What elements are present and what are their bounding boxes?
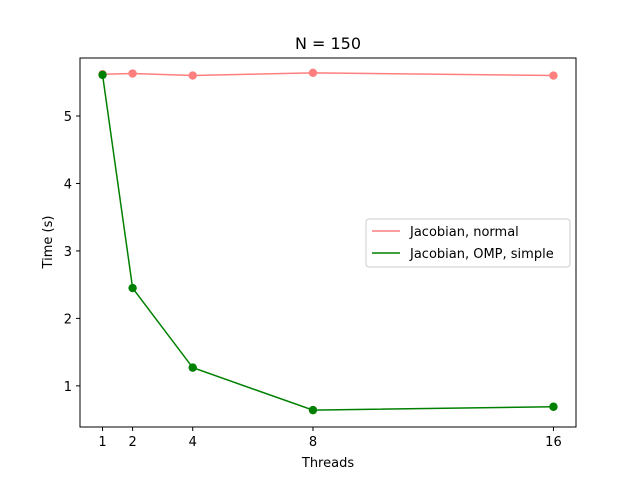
y-axis-ticks: 1 2 3 4 5 xyxy=(64,110,80,395)
legend-label: Jacobian, OMP, simple xyxy=(409,247,554,262)
y-tick-label: 5 xyxy=(64,110,72,125)
y-tick-label: 4 xyxy=(64,177,72,192)
x-tick-label: 16 xyxy=(545,435,562,450)
y-tick-label: 2 xyxy=(64,312,72,327)
data-point xyxy=(549,402,558,411)
x-tick-label: 8 xyxy=(309,435,317,450)
series-1 xyxy=(98,68,558,80)
data-point xyxy=(128,69,137,78)
x-axis-label: Threads xyxy=(301,456,354,471)
data-point xyxy=(188,363,197,372)
data-point xyxy=(128,283,137,293)
x-tick-label: 4 xyxy=(189,435,197,450)
series-2 xyxy=(98,70,558,415)
legend-entries: Jacobian, normal Jacobian, OMP, simple xyxy=(372,225,554,262)
data-point xyxy=(549,71,558,80)
y-axis-label: Time (s) xyxy=(41,216,56,270)
legend-box xyxy=(365,218,571,268)
legend-label: Jacobian, normal xyxy=(409,225,519,240)
data-point xyxy=(188,71,197,80)
plot-frame xyxy=(79,57,577,428)
plot-series xyxy=(98,68,558,415)
data-point xyxy=(308,68,318,78)
y-tick-label: 1 xyxy=(64,380,72,395)
y-tick-label: 3 xyxy=(64,245,72,260)
series-line xyxy=(102,72,554,77)
x-tick-label: 2 xyxy=(128,435,136,450)
x-axis-ticks: 1 2 4 8 16 xyxy=(98,427,562,450)
legend: Jacobian, normal Jacobian, OMP, simple xyxy=(365,218,571,268)
data-point xyxy=(98,70,107,80)
chart-title: N = 150 xyxy=(295,34,361,53)
data-point xyxy=(308,405,318,415)
x-tick-label: 1 xyxy=(98,435,106,450)
